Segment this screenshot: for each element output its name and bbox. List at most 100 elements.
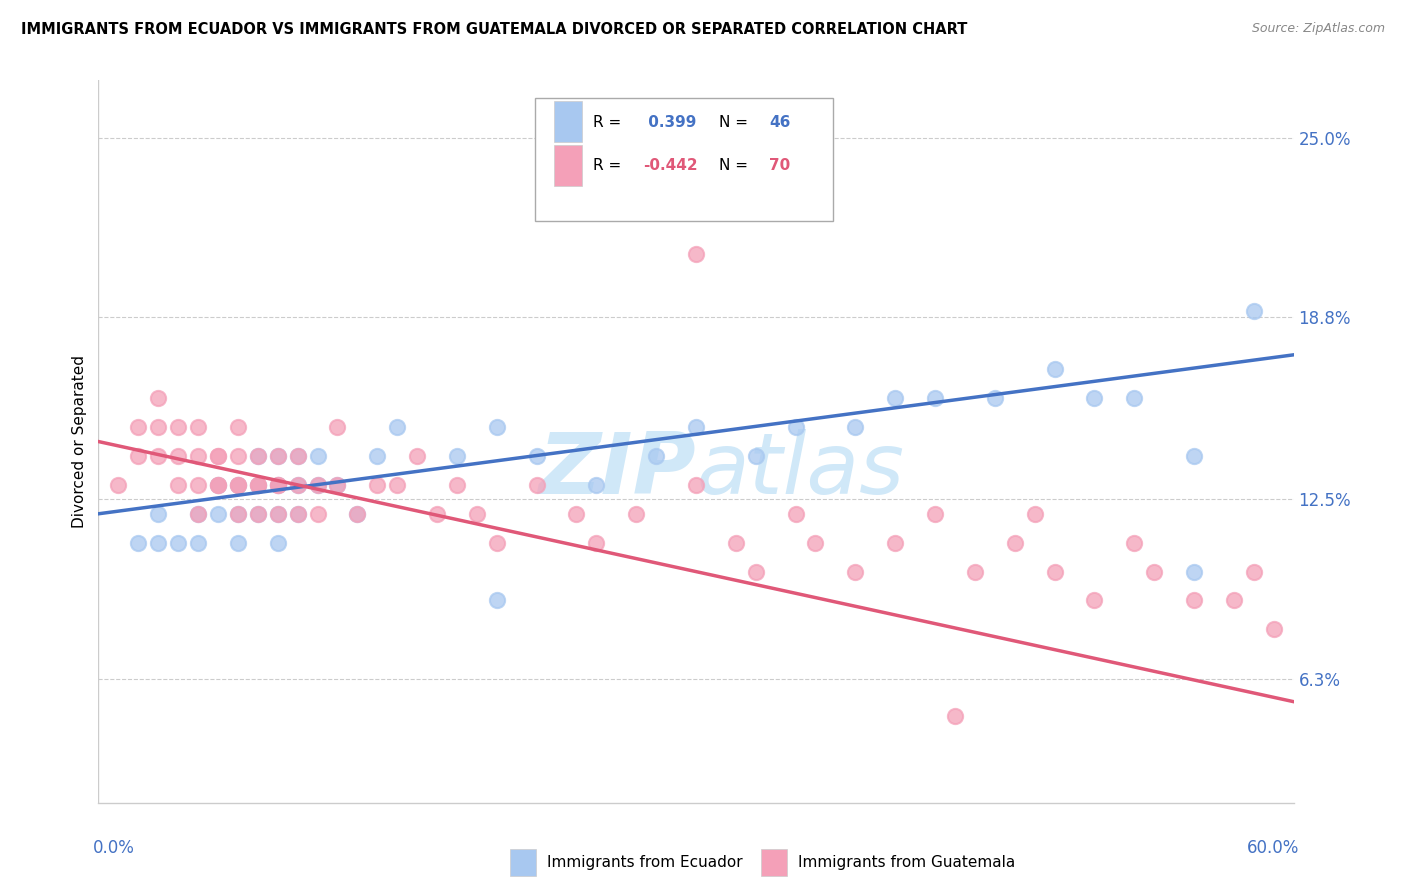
Point	[884, 535, 907, 549]
Point	[246, 507, 269, 521]
FancyBboxPatch shape	[761, 849, 786, 876]
Point	[1004, 535, 1026, 549]
Point	[326, 420, 349, 434]
FancyBboxPatch shape	[554, 101, 582, 143]
Point	[785, 507, 807, 521]
Point	[1263, 623, 1285, 637]
Text: Source: ZipAtlas.com: Source: ZipAtlas.com	[1251, 22, 1385, 36]
Text: Immigrants from Guatemala: Immigrants from Guatemala	[797, 855, 1015, 870]
Text: 60.0%: 60.0%	[1247, 838, 1299, 857]
FancyBboxPatch shape	[509, 849, 536, 876]
Text: 0.0%: 0.0%	[93, 838, 135, 857]
Point	[226, 535, 249, 549]
Point	[226, 449, 249, 463]
Point	[485, 593, 508, 607]
Point	[167, 478, 190, 492]
Text: R =: R =	[593, 158, 626, 173]
Point	[1083, 391, 1105, 405]
Point	[167, 535, 190, 549]
Text: 70: 70	[769, 158, 790, 173]
Point	[148, 391, 170, 405]
Point	[307, 449, 329, 463]
Point	[1243, 304, 1265, 318]
Point	[1043, 565, 1066, 579]
Point	[526, 449, 548, 463]
Point	[187, 507, 209, 521]
FancyBboxPatch shape	[554, 145, 582, 186]
Point	[785, 420, 807, 434]
Point	[1043, 362, 1066, 376]
Point	[326, 478, 349, 492]
Point	[207, 449, 229, 463]
Point	[267, 478, 290, 492]
Point	[127, 420, 149, 434]
Point	[226, 420, 249, 434]
Text: ZIP: ZIP	[538, 429, 696, 512]
Text: atlas: atlas	[696, 429, 904, 512]
Point	[187, 507, 209, 521]
Point	[307, 507, 329, 521]
Point	[385, 478, 409, 492]
Point	[287, 507, 309, 521]
Point	[267, 478, 290, 492]
Point	[924, 507, 946, 521]
Point	[207, 478, 229, 492]
Point	[148, 420, 170, 434]
Point	[1083, 593, 1105, 607]
Point	[287, 449, 309, 463]
Point	[585, 535, 607, 549]
Point	[246, 478, 269, 492]
Point	[366, 478, 388, 492]
Point	[167, 449, 190, 463]
Point	[267, 449, 290, 463]
Point	[346, 507, 368, 521]
Point	[924, 391, 946, 405]
Point	[565, 507, 588, 521]
Point	[1182, 449, 1205, 463]
Text: 0.399: 0.399	[644, 115, 697, 129]
Text: 46: 46	[769, 115, 790, 129]
Point	[1143, 565, 1166, 579]
Point	[267, 507, 290, 521]
Point	[207, 478, 229, 492]
Point	[207, 507, 229, 521]
Point	[326, 478, 349, 492]
Point	[1182, 593, 1205, 607]
FancyBboxPatch shape	[534, 98, 834, 221]
Text: R =: R =	[593, 115, 626, 129]
Point	[226, 507, 249, 521]
Point	[207, 478, 229, 492]
Point	[287, 507, 309, 521]
Point	[366, 449, 388, 463]
Point	[346, 507, 368, 521]
Point	[187, 478, 209, 492]
Point	[226, 478, 249, 492]
Point	[127, 449, 149, 463]
Text: Immigrants from Ecuador: Immigrants from Ecuador	[547, 855, 742, 870]
Point	[167, 420, 190, 434]
Point	[446, 478, 468, 492]
Point	[148, 449, 170, 463]
Point	[984, 391, 1007, 405]
Point	[246, 478, 269, 492]
Text: N =: N =	[718, 158, 752, 173]
Point	[148, 535, 170, 549]
Point	[884, 391, 907, 405]
Point	[844, 565, 866, 579]
Point	[1123, 391, 1146, 405]
Point	[963, 565, 986, 579]
Point	[626, 507, 648, 521]
Point	[307, 478, 329, 492]
Point	[246, 449, 269, 463]
Point	[287, 478, 309, 492]
Text: IMMIGRANTS FROM ECUADOR VS IMMIGRANTS FROM GUATEMALA DIVORCED OR SEPARATED CORRE: IMMIGRANTS FROM ECUADOR VS IMMIGRANTS FR…	[21, 22, 967, 37]
Point	[406, 449, 429, 463]
Text: N =: N =	[718, 115, 752, 129]
Point	[246, 449, 269, 463]
Point	[187, 449, 209, 463]
Point	[465, 507, 488, 521]
Point	[1223, 593, 1246, 607]
Point	[187, 535, 209, 549]
Point	[1024, 507, 1046, 521]
Y-axis label: Divorced or Separated: Divorced or Separated	[72, 355, 87, 528]
